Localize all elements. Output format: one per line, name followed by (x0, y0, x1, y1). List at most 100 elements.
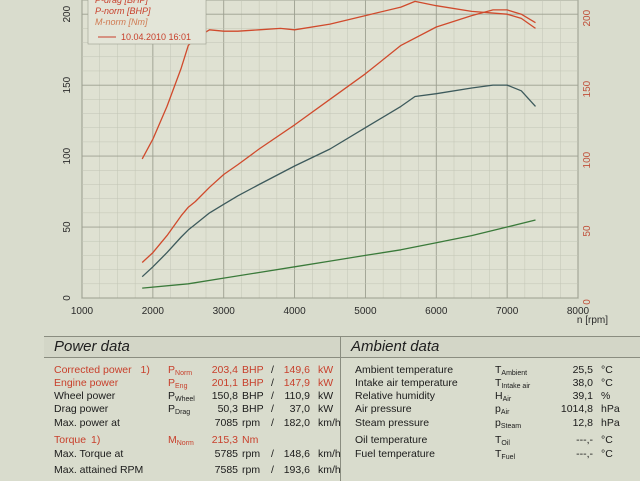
ambient-value: 12,8 (572, 417, 593, 429)
x-tick-label: 4000 (283, 306, 306, 317)
power-symbol: PDrag (168, 403, 191, 416)
ambient-row: Ambient temperature TAmbient 25,5 °C (355, 364, 640, 377)
ambient-symbol: TIntake air (495, 377, 531, 390)
power-unit-1: BHP (242, 390, 264, 402)
legend-entry: M-norm [Nm] (95, 17, 148, 27)
power-value-1: 203,4 (211, 364, 238, 376)
power-unit-1: Nm (242, 434, 259, 446)
ambient-value: 25,5 (572, 364, 593, 376)
power-sep: / (271, 377, 274, 389)
ambient-symbol: pAir (495, 403, 510, 416)
power-value-1: 201,1 (211, 377, 238, 389)
power-row: Wheel power PWheel 150,8 BHP / 110,9 kW (54, 390, 340, 403)
power-unit-2: km/h (318, 464, 341, 476)
x-tick-label: 6000 (425, 306, 448, 317)
ambient-symbol: TFuel (495, 448, 516, 461)
power-value-1: 150,8 (211, 390, 238, 402)
power-unit-2: kW (318, 364, 334, 376)
ambient-label: Fuel temperature (355, 448, 435, 460)
power-sep: / (271, 417, 274, 429)
x-tick-label: 5000 (354, 306, 377, 317)
y-left-tick-label: 50 (62, 221, 73, 233)
power-unit-1: BHP (242, 364, 264, 376)
power-label: Drag power (54, 403, 109, 415)
power-symbol-sub: Drag (175, 409, 191, 416)
ambient-symbol-sub: Intake air (501, 383, 531, 390)
power-row: Max. Torque at 5785 rpm / 148,6 km/h (54, 448, 341, 461)
power-sep: / (271, 448, 274, 460)
ambient-row: Oil temperature TOil ---,- °C (355, 434, 640, 447)
power-label: Max. attained RPM (54, 464, 144, 476)
power-unit-2: km/h (318, 417, 341, 429)
x-tick-label: 8000 (567, 306, 590, 317)
power-symbol-sub: Norm (175, 370, 193, 377)
power-value-1: 7085 (214, 417, 238, 429)
power-label: Max. power at (54, 417, 120, 429)
ambient-unit: hPa (601, 417, 620, 429)
power-sep: / (271, 403, 274, 415)
power-label: Max. Torque at (54, 448, 124, 460)
power-value-2: 193,6 (283, 464, 310, 476)
y-right-tick-label: 200 (582, 9, 593, 26)
y-left-tick-label: 100 (62, 147, 73, 164)
power-unit-1: BHP (242, 403, 264, 415)
series-line-3 (142, 219, 536, 289)
ambient-unit: % (601, 390, 611, 402)
power-symbol: PNorm (168, 364, 193, 377)
power-row: Engine power PEng 201,1 BHP / 147,9 kW (54, 377, 340, 390)
power-row: Drag power PDrag 50,3 BHP / 37,0 kW (54, 403, 340, 416)
power-unit-1: BHP (242, 377, 264, 389)
power-symbol: MNorm (168, 434, 194, 447)
ambient-row: Steam pressure pSteam 12,8 hPa (355, 417, 640, 430)
power-unit-2: kW (318, 390, 334, 402)
legend-entry: P-drag [BHP] (95, 0, 149, 5)
ambient-label: Ambient temperature (355, 364, 454, 376)
power-note: 1) (91, 434, 101, 446)
power-row: Max. power at 7085 rpm / 182,0 km/h (54, 417, 341, 430)
ambient-symbol-sub: Air (502, 396, 512, 403)
ambient-value: 39,1 (572, 390, 593, 402)
power-sep: / (271, 364, 274, 376)
ambient-unit: °C (601, 364, 613, 376)
ambient-label: Air pressure (355, 403, 412, 415)
ambient-symbol-sub: Oil (501, 440, 510, 447)
power-sep: / (271, 464, 274, 476)
series-line-0 (141, 0, 536, 160)
ambient-unit: °C (601, 377, 613, 389)
power-data-title: Power data (44, 337, 340, 358)
y-right-tick-label: 0 (582, 299, 593, 305)
series-line-1 (141, 9, 536, 263)
y-left-tick-label: 150 (62, 76, 73, 93)
ambient-row: Relative humidity HAir 39,1% (355, 390, 640, 403)
ambient-row: Fuel temperature TFuel ---,- °C (355, 448, 640, 461)
power-sep: / (271, 390, 274, 402)
power-row: Max. attained RPM 7585 rpm / 193,6 km/h (54, 464, 341, 477)
power-unit-1: rpm (242, 417, 261, 429)
ambient-data-title: Ambient data (341, 337, 640, 358)
power-symbol-sub: Norm (176, 440, 194, 447)
power-symbol: PWheel (168, 390, 195, 403)
x-tick-label: 1000 (71, 306, 94, 317)
legend-entry: 10.04.2010 16:01 (121, 32, 191, 42)
power-row: Corrected power 1) PNorm 203,4 BHP / 149,6 kW (54, 364, 340, 377)
power-symbol-sub: Eng (175, 383, 188, 390)
power-label: Corrected power (54, 364, 132, 376)
ambient-symbol-sub: Air (500, 409, 510, 416)
ambient-value: 38,0 (572, 377, 593, 389)
ambient-symbol: HAir (495, 390, 512, 403)
ambient-unit: hPa (601, 403, 620, 415)
x-axis-label: n [rpm] (577, 315, 608, 326)
x-tick-label: 3000 (213, 306, 236, 317)
ambient-label: Intake air temperature (355, 377, 458, 389)
ambient-symbol-sub: Ambient (501, 370, 528, 377)
power-unit-1: rpm (242, 448, 261, 460)
power-value-2: 147,9 (283, 377, 310, 389)
ambient-label: Steam pressure (355, 417, 430, 429)
ambient-row: Air pressure pAir 1014,8 hPa (355, 403, 640, 416)
power-unit-1: rpm (242, 464, 261, 476)
power-value-1: 50,3 (217, 403, 238, 415)
y-left-tick-label: 200 (62, 5, 73, 22)
ambient-value: ---,- (576, 434, 593, 446)
power-label: Engine power (54, 377, 119, 389)
